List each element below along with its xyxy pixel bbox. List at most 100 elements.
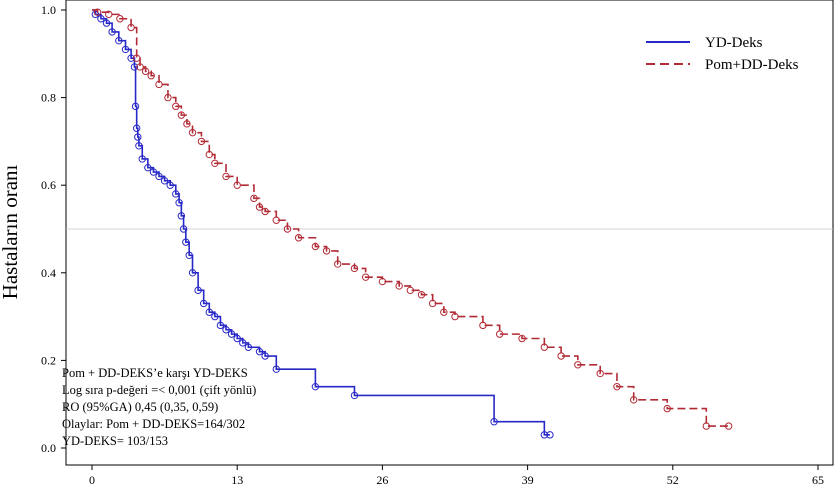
censor-point-yd-deks xyxy=(211,312,219,321)
censor-point-pom-dd-deks xyxy=(724,422,733,430)
censor-point-yd-deks xyxy=(261,352,269,360)
annotation-line-2: Log sıra p-değeri =< 0,001 (çift yönlü) xyxy=(62,383,256,397)
censor-point-yd-deks xyxy=(115,36,123,45)
censor-point-pom-dd-deks xyxy=(361,273,370,281)
x-tick-label: 52 xyxy=(667,473,679,487)
censor-point-pom-dd-deks xyxy=(127,23,135,32)
censor-point-yd-deks xyxy=(233,334,241,343)
censor-point-yd-deks xyxy=(175,199,183,207)
censor-point-pom-dd-deks xyxy=(518,334,526,343)
censor-point-yd-deks xyxy=(121,45,130,54)
censor-point-pom-dd-deks xyxy=(557,352,565,360)
censor-point-pom-dd-deks xyxy=(255,203,264,211)
censor-point-pom-dd-deks xyxy=(574,361,582,369)
censor-point-yd-deks xyxy=(155,172,163,181)
censor-point-yd-deks xyxy=(97,15,105,23)
x-axis-ticks: 0 13 26 39 52 65 xyxy=(89,465,824,487)
censor-point-pom-dd-deks xyxy=(350,264,359,273)
censor-point-yd-deks xyxy=(255,347,264,356)
censor-point-pom-dd-deks xyxy=(322,247,331,255)
censor-point-yd-deks xyxy=(188,269,197,277)
censor-point-pom-dd-deks xyxy=(272,216,280,224)
censor-point-yd-deks xyxy=(127,54,135,62)
y-axis-ticks: 0.0 0.2 0.4 0.6 0.8 1.0 xyxy=(41,3,66,455)
censor-point-yd-deks xyxy=(490,418,498,426)
censor-point-yd-deks xyxy=(149,168,158,176)
x-tick-label: 13 xyxy=(231,473,243,487)
censor-point-yd-deks xyxy=(199,299,208,308)
statistics-annotation: Pom + DD-DEKS’e karşı YD-DEKS Log sıra p… xyxy=(62,366,256,448)
censor-point-yd-deks xyxy=(311,382,320,391)
censor-point-yd-deks xyxy=(177,212,186,220)
censor-point-pom-dd-deks xyxy=(378,277,387,286)
censor-point-pom-dd-deks xyxy=(440,308,448,316)
censor-point-pom-dd-deks xyxy=(177,111,186,119)
censor-point-pom-dd-deks xyxy=(294,234,303,242)
censor-point-yd-deks xyxy=(135,142,143,150)
censor-point-yd-deks xyxy=(179,225,188,233)
censor-point-pom-dd-deks xyxy=(205,150,213,159)
censor-point-pom-dd-deks xyxy=(702,422,711,430)
censor-point-yd-deks xyxy=(205,308,213,316)
censor-point-yd-deks xyxy=(134,133,142,141)
y-tick-label: 0.2 xyxy=(41,353,56,367)
censor-point-pom-dd-deks xyxy=(147,72,155,80)
censor-point-yd-deks xyxy=(138,155,146,163)
censor-point-yd-deks xyxy=(132,124,141,132)
annotation-line-1: Pom + DD-DEKS’e karşı YD-DEKS xyxy=(62,366,248,380)
y-tick-label: 0.0 xyxy=(41,441,56,455)
censor-point-pom-dd-deks xyxy=(116,15,124,23)
censor-point-yd-deks xyxy=(272,365,280,373)
censor-point-pom-dd-deks xyxy=(479,321,487,330)
censor-point-yd-deks xyxy=(216,321,225,330)
censor-point-yd-deks xyxy=(91,10,100,19)
censor-point-pom-dd-deks xyxy=(222,172,230,181)
x-tick-label: 26 xyxy=(376,473,388,487)
y-tick-label: 0.6 xyxy=(41,178,56,192)
censor-point-pom-dd-deks xyxy=(613,382,621,391)
censor-point-pom-dd-deks xyxy=(283,225,292,233)
legend: YD-Deks Pom+DD-Deks xyxy=(646,35,799,73)
censor-point-pom-dd-deks xyxy=(451,312,459,321)
legend-label-pom-dd-deks: Pom+DD-Deks xyxy=(705,57,799,73)
x-tick-label: 0 xyxy=(89,473,95,487)
censor-point-pom-dd-deks xyxy=(261,207,269,216)
censor-point-pom-dd-deks xyxy=(188,128,197,137)
censor-point-yd-deks xyxy=(244,343,253,351)
censor-point-yd-deks xyxy=(222,326,230,334)
censor-point-pom-dd-deks xyxy=(105,10,113,19)
censor-point-pom-dd-deks xyxy=(155,80,163,89)
annotation-line-3: RO (95%GA) 0,45 (0,35, 0,59) xyxy=(62,400,218,414)
y-axis-label: Hastaların oranı xyxy=(0,164,22,299)
censor-point-pom-dd-deks xyxy=(172,102,180,111)
censor-point-pom-dd-deks xyxy=(93,8,102,16)
censor-point-yd-deks xyxy=(102,19,111,27)
censor-point-pom-dd-deks xyxy=(395,282,403,290)
censor-point-pom-dd-deks xyxy=(630,396,638,404)
censor-point-yd-deks xyxy=(130,63,139,71)
censor-point-yd-deks xyxy=(131,102,140,111)
censor-point-pom-dd-deks xyxy=(211,159,219,168)
y-tick-label: 1.0 xyxy=(41,3,56,17)
censor-point-pom-dd-deks xyxy=(311,242,320,251)
annotation-line-5: YD-DEKS= 103/153 xyxy=(62,434,168,448)
censor-point-yd-deks xyxy=(172,190,180,198)
x-tick-label: 65 xyxy=(812,473,824,487)
censor-point-yd-deks xyxy=(540,431,549,439)
censor-point-yd-deks xyxy=(182,238,190,246)
censor-point-pom-dd-deks xyxy=(406,286,415,295)
censor-point-pom-dd-deks xyxy=(495,330,504,338)
censor-point-yd-deks xyxy=(194,286,202,295)
censor-point-pom-dd-deks xyxy=(596,369,604,378)
censor-point-pom-dd-deks xyxy=(428,299,437,308)
censor-point-yd-deks xyxy=(144,163,152,172)
censor-point-pom-dd-deks xyxy=(233,181,241,189)
series-line-yd-deks xyxy=(92,9,550,436)
censor-point-pom-dd-deks xyxy=(132,54,141,62)
censor-point-pom-dd-deks xyxy=(136,63,144,71)
censor-point-pom-dd-deks xyxy=(164,93,172,102)
series-line-pom-dd-deks xyxy=(92,9,729,427)
censor-point-pom-dd-deks xyxy=(540,343,549,351)
censor-point-yd-deks xyxy=(185,251,193,259)
legend-label-yd-deks: YD-Deks xyxy=(705,35,763,51)
